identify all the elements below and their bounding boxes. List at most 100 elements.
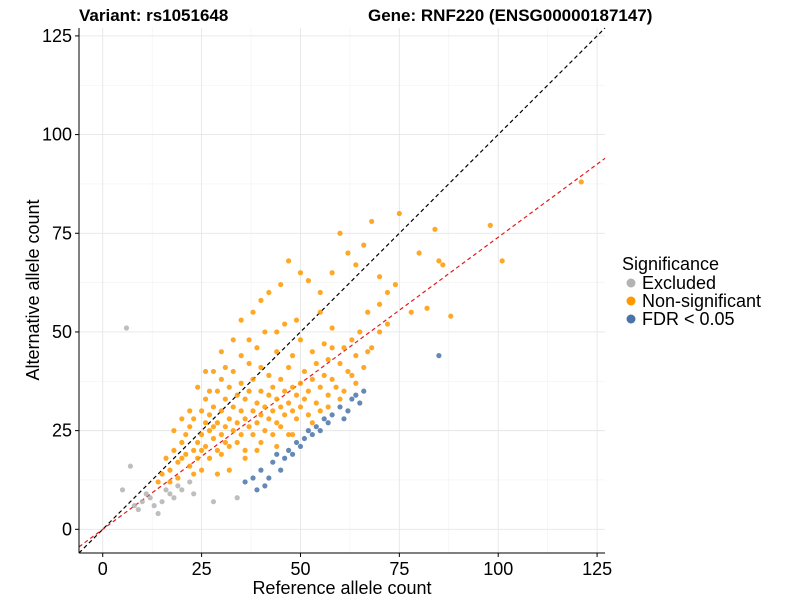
point-non-significant	[293, 317, 300, 323]
legend-title: Significance	[622, 254, 719, 274]
x-tick-label: 0	[98, 559, 108, 579]
axes	[78, 28, 605, 554]
point-excluded	[163, 487, 169, 493]
point-non-significant	[274, 329, 280, 335]
point-non-significant	[206, 388, 213, 394]
point-fdr-0-05	[349, 396, 355, 402]
x-tick-label: 100	[483, 559, 513, 579]
point-non-significant	[214, 447, 221, 453]
point-non-significant	[191, 471, 197, 477]
grid-lines	[79, 28, 605, 553]
point-non-significant	[238, 353, 244, 359]
y-axis-ticks: 0 25 50 75 100 125	[42, 26, 79, 539]
point-non-significant	[175, 475, 181, 481]
point-fdr-0-05	[262, 483, 268, 489]
point-non-significant	[337, 396, 343, 402]
point-fdr-0-05	[266, 475, 272, 481]
title-variant: Variant: rs1051648	[79, 6, 228, 25]
point-non-significant	[199, 431, 205, 438]
point-non-significant	[191, 416, 197, 422]
point-non-significant	[274, 349, 280, 355]
point-non-significant	[183, 451, 189, 457]
point-non-significant	[242, 416, 248, 422]
point-non-significant	[384, 321, 391, 327]
point-non-significant	[258, 439, 264, 446]
point-fdr-0-05	[321, 416, 327, 422]
x-tick-label: 25	[192, 559, 212, 579]
point-non-significant	[222, 439, 228, 446]
point-excluded	[171, 495, 177, 501]
point-non-significant	[353, 380, 359, 386]
point-non-significant	[270, 384, 276, 390]
point-non-significant	[333, 384, 339, 390]
point-non-significant	[293, 416, 300, 422]
point-non-significant	[258, 388, 264, 394]
point-non-significant	[282, 412, 288, 418]
point-non-significant	[266, 289, 272, 296]
point-non-significant	[254, 447, 260, 453]
point-non-significant	[392, 281, 398, 288]
point-fdr-0-05	[258, 467, 264, 473]
point-non-significant	[167, 479, 173, 485]
point-non-significant	[238, 408, 244, 414]
point-non-significant	[396, 210, 402, 217]
point-non-significant	[238, 317, 244, 323]
point-non-significant	[301, 368, 308, 375]
point-non-significant	[226, 443, 232, 450]
point-non-significant	[313, 400, 319, 406]
point-non-significant	[214, 420, 221, 426]
x-tick-label: 50	[290, 559, 310, 579]
point-non-significant	[234, 420, 240, 426]
point-non-significant	[226, 416, 232, 422]
y-axis-title: Alternative allele count	[23, 199, 43, 380]
point-non-significant	[349, 372, 355, 378]
data-points	[119, 179, 584, 517]
point-non-significant	[250, 431, 256, 438]
point-fdr-0-05	[301, 435, 308, 442]
point-excluded	[179, 487, 185, 493]
point-non-significant	[349, 337, 355, 343]
point-non-significant	[238, 380, 244, 386]
point-fdr-0-05	[242, 479, 248, 485]
x-axis-ticks: 0 25 50 75 100 125	[98, 553, 612, 579]
point-excluded	[119, 487, 126, 493]
point-non-significant	[159, 471, 165, 477]
x-tick-label: 75	[389, 559, 409, 579]
point-non-significant	[254, 420, 260, 426]
point-non-significant	[167, 467, 173, 473]
point-excluded	[210, 499, 217, 505]
point-non-significant	[432, 226, 438, 232]
point-non-significant	[317, 384, 323, 390]
point-fdr-0-05	[250, 475, 256, 481]
point-non-significant	[262, 404, 268, 410]
point-non-significant	[578, 179, 584, 185]
point-non-significant	[297, 404, 304, 410]
point-non-significant	[266, 372, 272, 378]
point-non-significant	[210, 368, 217, 375]
point-non-significant	[286, 400, 292, 406]
point-non-significant	[230, 368, 236, 375]
point-non-significant	[384, 289, 391, 296]
point-non-significant	[218, 431, 224, 438]
point-non-significant	[230, 337, 236, 343]
point-non-significant	[289, 353, 296, 359]
point-non-significant	[416, 250, 422, 256]
point-non-significant	[171, 428, 177, 434]
point-non-significant	[365, 349, 371, 355]
point-non-significant	[210, 404, 217, 410]
point-excluded	[135, 506, 141, 513]
point-excluded	[187, 479, 193, 485]
point-excluded	[147, 495, 153, 501]
point-non-significant	[266, 392, 272, 398]
point-non-significant	[325, 392, 331, 398]
point-non-significant	[222, 424, 228, 430]
point-non-significant	[274, 420, 280, 426]
point-non-significant	[270, 431, 276, 438]
point-non-significant	[238, 431, 244, 438]
point-non-significant	[376, 329, 383, 335]
point-fdr-0-05	[274, 451, 280, 457]
point-non-significant	[345, 368, 351, 375]
point-non-significant	[171, 447, 177, 453]
point-non-significant	[258, 412, 264, 418]
point-non-significant	[353, 353, 359, 359]
